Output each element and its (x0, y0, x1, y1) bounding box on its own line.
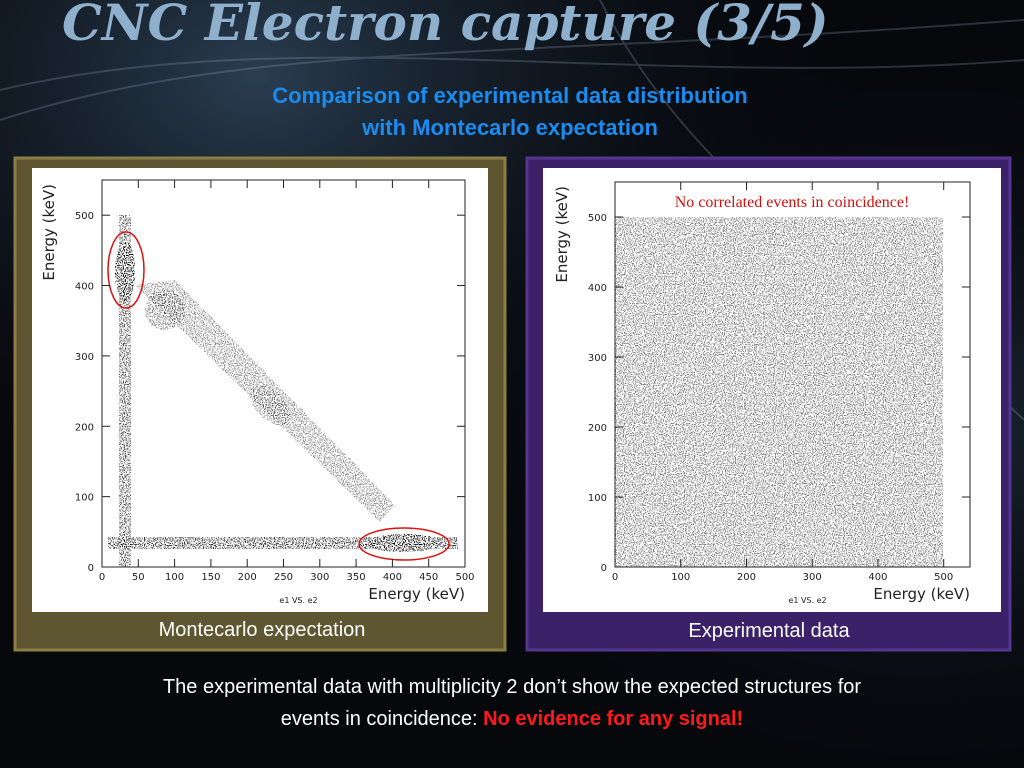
annotation-box (632, 187, 950, 213)
x-tick-label: 350 (347, 572, 366, 583)
y-tick-label: 300 (588, 353, 607, 364)
y-tick-label: 200 (588, 423, 607, 434)
x-tick-label: 150 (201, 572, 220, 583)
subtitle: with Montecarlo expectation (361, 115, 658, 140)
x-tick-label: 500 (934, 572, 953, 583)
x-tick-label: 300 (803, 572, 822, 583)
y-axis-label: Energy (keV) (553, 186, 571, 283)
plot-label: e1 VS. e2 (788, 596, 826, 605)
footer-text: events in coincidence: (281, 708, 478, 730)
panel-caption: Experimental data (688, 620, 850, 642)
plot-label: e1 VS. e2 (279, 596, 317, 605)
annotation: No correlated events in coincidence! (675, 194, 910, 211)
subtitle: Comparison of experimental data distribu… (272, 83, 748, 108)
x-tick-label: 100 (165, 572, 184, 583)
slide-title: CNC Electron capture (3/5) (62, 0, 829, 52)
x-tick-label: 400 (383, 572, 402, 583)
x-tick-label: 250 (274, 572, 293, 583)
x-tick-label: 450 (419, 572, 438, 583)
y-tick-label: 300 (75, 352, 94, 363)
x-tick-label: 50 (132, 572, 145, 583)
y-axis-label: Energy (keV) (40, 184, 58, 281)
y-tick-label: 0 (601, 563, 607, 574)
y-tick-label: 100 (588, 493, 607, 504)
y-tick-label: 400 (588, 283, 607, 294)
x-axis-label: Energy (keV) (873, 585, 970, 603)
footer-text: The experimental data with multiplicity … (163, 676, 861, 698)
x-tick-label: 200 (238, 572, 257, 583)
x-tick-label: 300 (310, 572, 329, 583)
x-tick-label: 200 (737, 572, 756, 583)
highlight-ellipse (358, 527, 450, 561)
plot-frame (614, 181, 971, 568)
y-tick-label: 400 (75, 282, 94, 293)
x-axis-label: Energy (keV) (368, 585, 465, 603)
x-tick-label: 400 (868, 572, 887, 583)
x-tick-label: 0 (612, 572, 618, 583)
footer-text: events in coincidence: No evidence for a… (281, 708, 743, 730)
x-tick-label: 0 (99, 572, 105, 583)
footer-highlight: No evidence for any signal! (483, 708, 743, 730)
panel-caption: Montecarlo expectation (159, 619, 366, 641)
x-tick-label: 500 (455, 572, 474, 583)
y-tick-label: 200 (75, 422, 94, 433)
highlight-ellipse (107, 231, 145, 309)
y-tick-label: 500 (75, 211, 94, 222)
x-tick-label: 100 (671, 572, 690, 583)
y-tick-label: 500 (588, 213, 607, 224)
y-tick-label: 100 (75, 493, 94, 504)
density-cloud (108, 215, 943, 567)
y-tick-label: 0 (88, 563, 94, 574)
